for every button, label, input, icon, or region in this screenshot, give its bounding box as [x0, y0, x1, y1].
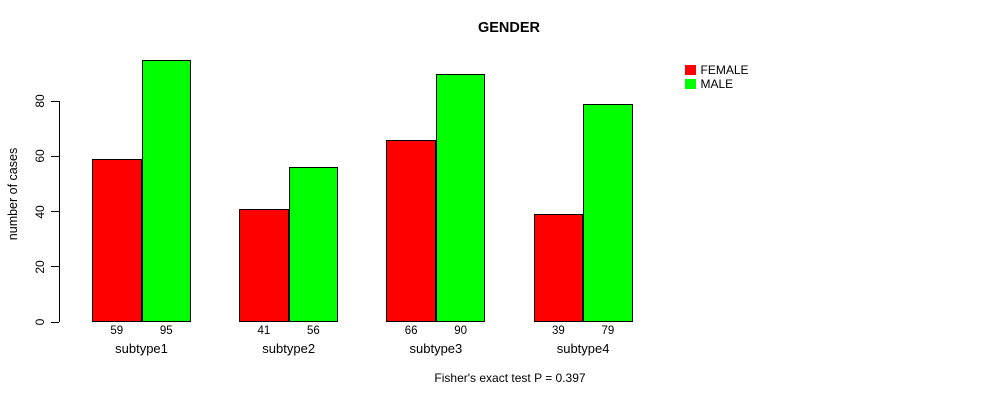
bar-female-subtype2	[239, 208, 289, 322]
legend-item-female: FEMALE	[685, 64, 749, 76]
y-tick-label: 20	[33, 260, 47, 274]
y-tick-label: 40	[33, 204, 47, 219]
bar-male-subtype4	[583, 103, 633, 322]
bar-female-subtype4	[533, 214, 584, 322]
y-tick-label: 80	[33, 94, 47, 108]
y-axis-title: number of cases	[6, 147, 20, 241]
bar-value-label: 90	[454, 325, 468, 337]
bar-male-subtype2	[288, 167, 339, 322]
chart-title: GENDER	[477, 20, 541, 36]
x-category-label: subtype3	[409, 341, 463, 356]
bar-value-label: 39	[551, 325, 565, 337]
y-axis-line	[59, 101, 60, 322]
y-tick-mark	[51, 211, 59, 213]
bar-female-subtype3	[386, 139, 436, 322]
bar-value-label: 79	[601, 325, 615, 337]
y-tick-mark	[51, 155, 59, 157]
legend-swatch-male	[685, 78, 696, 90]
y-tick-mark	[51, 266, 59, 268]
y-tick-mark	[51, 321, 59, 323]
x-category-label: subtype2	[262, 341, 316, 356]
y-tick-mark	[51, 100, 59, 102]
bar-value-label: 41	[257, 325, 271, 337]
bar-female-subtype1	[92, 159, 142, 322]
bar-value-label: 59	[110, 325, 124, 337]
annotation-text: Fisher's exact test P = 0.397	[434, 371, 586, 385]
bar-value-label: 66	[404, 325, 418, 337]
legend-label: FEMALE	[700, 63, 749, 77]
legend-item-male: MALE	[685, 78, 749, 90]
legend: FEMALE MALE	[685, 64, 749, 92]
bar-male-subtype1	[141, 59, 191, 322]
legend-label: MALE	[700, 77, 734, 91]
legend-swatch-female	[685, 64, 696, 76]
x-category-label: subtype4	[556, 341, 610, 356]
bar-value-label: 56	[307, 325, 320, 337]
bar-value-label: 95	[159, 325, 173, 337]
y-tick-label: 0	[33, 318, 47, 326]
bar-male-subtype3	[435, 73, 486, 322]
y-tick-label: 60	[33, 149, 47, 164]
x-category-label: subtype1	[115, 341, 168, 356]
